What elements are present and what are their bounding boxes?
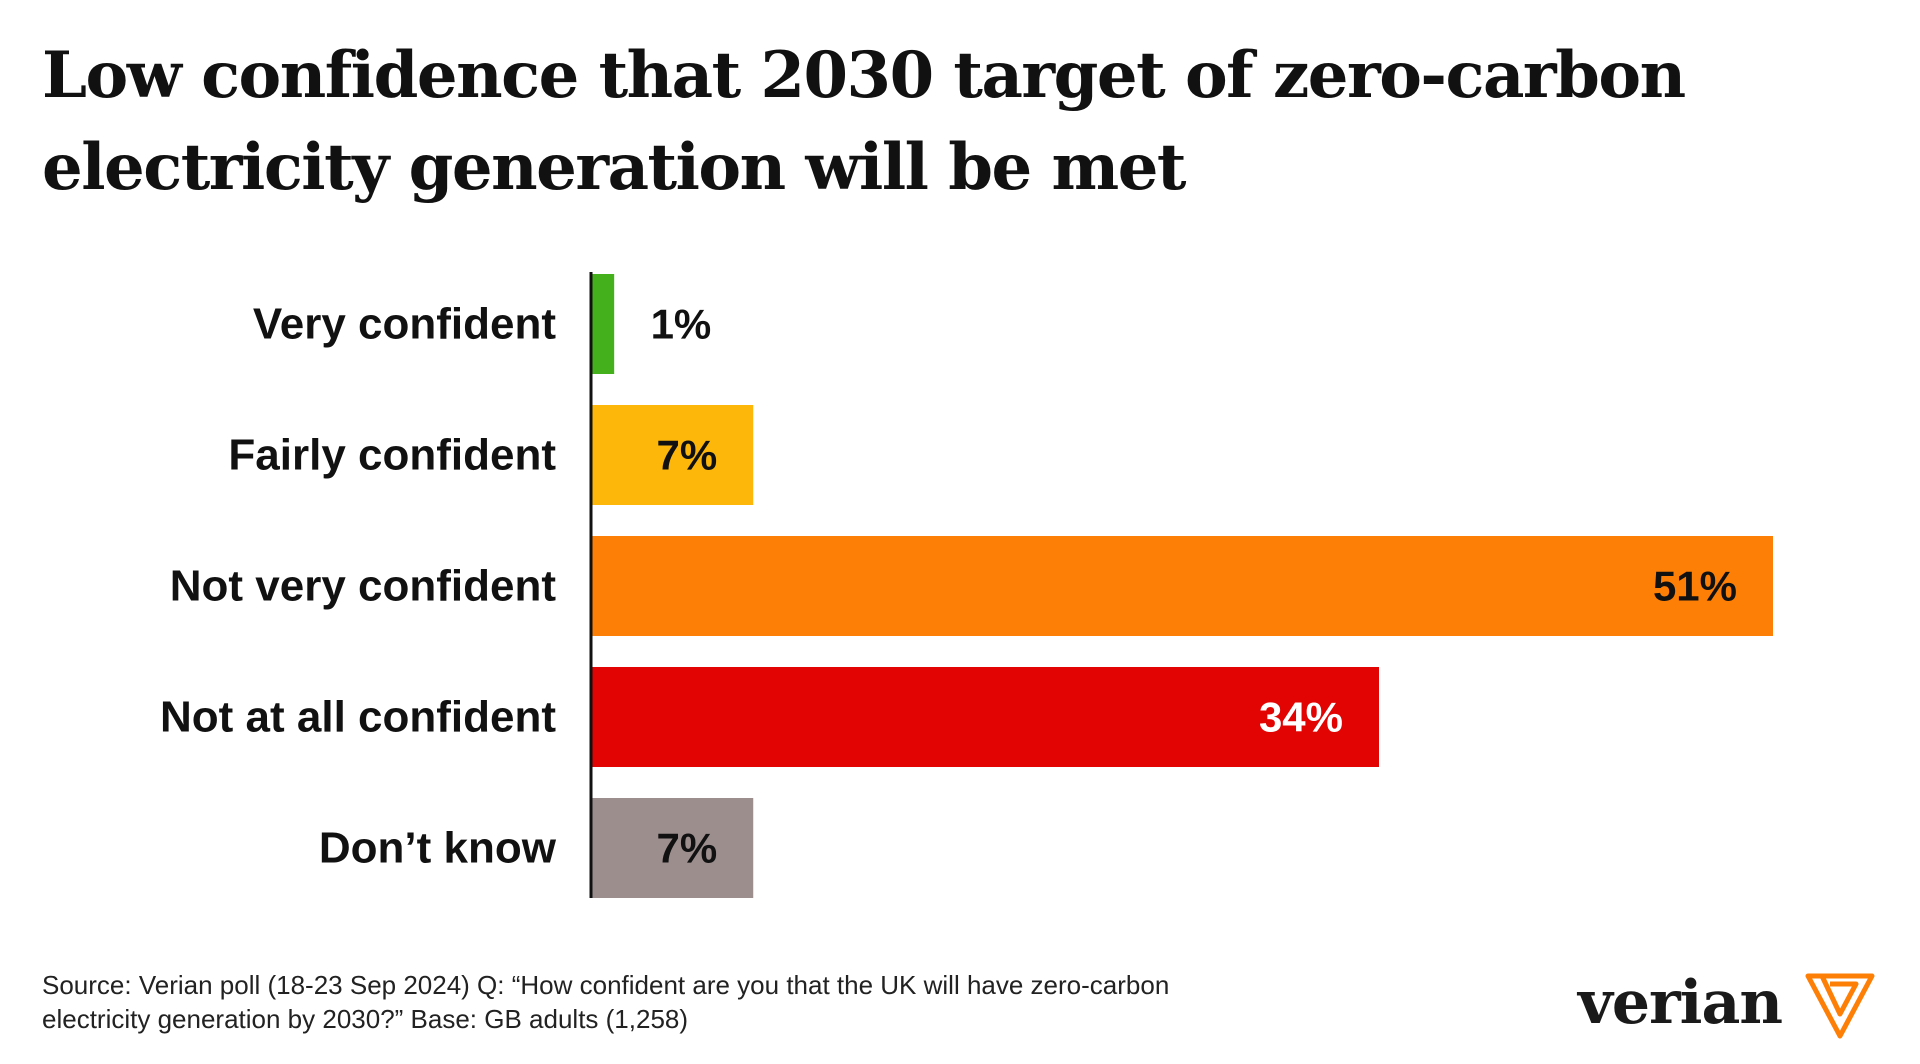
chart-title: Low confidence that 2030 target of zero-… — [42, 30, 1742, 214]
category-label-0: Very confident — [253, 300, 557, 349]
value-label-3: 34% — [1259, 694, 1343, 741]
category-label-1: Fairly confident — [228, 431, 556, 480]
value-label-1: 7% — [657, 432, 718, 479]
source-line-2: electricity generation by 2030?” Base: G… — [42, 1004, 689, 1034]
bar-1 — [591, 405, 754, 505]
chart-title-line-1: Low confidence that 2030 target of zero-… — [42, 38, 1686, 113]
category-label-2: Not very confident — [170, 562, 557, 611]
value-label-2: 51% — [1653, 563, 1737, 610]
bar-0 — [591, 274, 615, 374]
chart-title-line-2: electricity generation will be met — [42, 130, 1186, 205]
logo-wordmark: verian — [1578, 968, 1783, 1038]
category-label-3: Not at all confident — [160, 693, 556, 742]
value-label-0: 1% — [651, 301, 712, 348]
bar-3 — [591, 667, 1379, 767]
source-line-1: Source: Verian poll (18-23 Sep 2024) Q: … — [42, 970, 1170, 1000]
bar-2 — [591, 536, 1773, 636]
bar-4 — [591, 798, 754, 898]
category-label-4: Don’t know — [319, 824, 557, 873]
source-note: Source: Verian poll (18-23 Sep 2024) Q: … — [42, 968, 1342, 1036]
verian-logo: verian — [1578, 968, 1888, 1048]
bars-layer: Very confident 1% Fairly confident 7% Not ve… — [160, 274, 1773, 898]
value-label-4: 7% — [657, 825, 718, 872]
verian-chevron-icon — [1805, 973, 1875, 1039]
